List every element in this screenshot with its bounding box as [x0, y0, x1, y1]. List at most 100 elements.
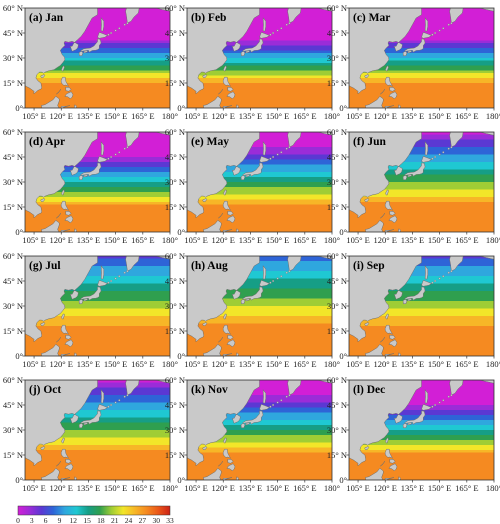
sst-band: [25, 197, 170, 201]
sst-band: [187, 405, 332, 409]
colorbar-tick-label: 27: [139, 516, 147, 524]
land-mass: [74, 476, 77, 480]
land-mass: [389, 86, 396, 92]
sst-band: [25, 73, 170, 77]
x-tick-label: 150° E: [428, 111, 451, 121]
land-mass: [424, 264, 429, 280]
y-tick-label: 0°: [15, 227, 23, 237]
sst-band: [25, 440, 170, 444]
map-panel-5: 105° E 120° E 135° E 150° E 165° E 180° 60° N 4…: [165, 127, 340, 245]
colorbar-tick-label: 18: [97, 516, 105, 524]
y-tick-label: 30° N: [165, 53, 185, 63]
sst-band: [25, 430, 170, 434]
sst-band: [349, 333, 494, 337]
land-mass: [472, 380, 494, 384]
island: [434, 403, 437, 407]
island: [434, 155, 437, 159]
land-mass: [202, 322, 208, 326]
sst-band: [25, 179, 170, 183]
sst-band: [349, 85, 494, 89]
sst-band: [187, 93, 332, 97]
land-mass: [259, 155, 271, 163]
y-tick-label: 30° N: [165, 177, 185, 187]
sst-band: [187, 202, 332, 206]
land-mass: [100, 264, 105, 280]
sst-band: [187, 430, 332, 434]
sst-band: [187, 154, 332, 158]
land-mass: [202, 219, 222, 232]
sst-band: [25, 85, 170, 89]
land-mass: [222, 477, 232, 480]
panel-title: (g) Jul: [29, 260, 61, 272]
land-mass: [125, 256, 140, 272]
sst-band: [25, 273, 170, 277]
sst-band: [187, 152, 332, 156]
y-tick-label: 0°: [177, 351, 185, 361]
land-mass: [80, 162, 102, 177]
y-tick-label: 15° N: [3, 326, 23, 336]
land-mass: [60, 477, 70, 480]
sst-band: [187, 400, 332, 404]
sst-band: [187, 402, 332, 406]
sst-band: [349, 278, 494, 282]
land-mass: [65, 210, 72, 216]
sst-band: [349, 33, 494, 37]
sst-band: [349, 147, 494, 151]
sst-band: [349, 387, 494, 391]
sst-band: [349, 142, 494, 146]
island: [126, 22, 129, 25]
land-mass: [287, 8, 302, 24]
sst-band: [349, 462, 494, 466]
sst-band: [25, 313, 170, 317]
land-mass: [380, 337, 385, 343]
sst-band: [187, 338, 332, 342]
sst-band: [25, 88, 170, 92]
sst-band: [349, 25, 494, 29]
x-tick-label: 150° E: [104, 483, 127, 493]
sst-band: [187, 194, 332, 198]
sst-band: [349, 442, 494, 446]
sst-band: [187, 308, 332, 312]
sst-band: [25, 18, 170, 22]
land-mass: [245, 422, 251, 426]
sst-band: [349, 390, 494, 394]
island: [431, 33, 434, 36]
sst-band: [349, 60, 494, 64]
sst-band: [187, 353, 332, 356]
sst-band: [187, 98, 332, 102]
sst-band: [25, 207, 170, 211]
land-mass: [402, 422, 408, 429]
panel-title: (d) Apr: [29, 136, 65, 148]
x-tick-label: 150° E: [266, 483, 289, 493]
sst-band: [187, 55, 332, 59]
island: [285, 271, 288, 274]
land-mass: [222, 353, 232, 356]
colorbar-tick-label: 15: [83, 516, 91, 524]
x-tick-label: 120° E: [374, 235, 397, 245]
land-mass: [148, 132, 170, 136]
sst-band: [349, 452, 494, 456]
land-mass: [64, 91, 74, 100]
sst-band: [187, 298, 332, 302]
land-mass: [227, 86, 234, 92]
sst-band: [187, 390, 332, 394]
land-mass: [80, 410, 102, 425]
sst-band: [187, 333, 332, 337]
map-panel-6: 105° E 120° E 135° E 150° E 165° E 180° 60° N 4…: [327, 127, 500, 245]
sst-band: [25, 427, 170, 431]
island: [107, 33, 110, 36]
sst-band: [25, 475, 170, 479]
land-mass: [384, 105, 394, 108]
sst-band: [349, 318, 494, 322]
sst-band: [25, 139, 170, 143]
island: [272, 279, 275, 283]
sst-band: [25, 23, 170, 27]
land-mass: [472, 132, 494, 136]
land-mass: [421, 403, 433, 411]
y-tick-label: 45° N: [165, 400, 185, 410]
sst-band: [187, 455, 332, 459]
land-mass: [61, 437, 65, 444]
island: [114, 401, 117, 404]
land-mass: [187, 132, 260, 218]
island: [280, 151, 283, 154]
